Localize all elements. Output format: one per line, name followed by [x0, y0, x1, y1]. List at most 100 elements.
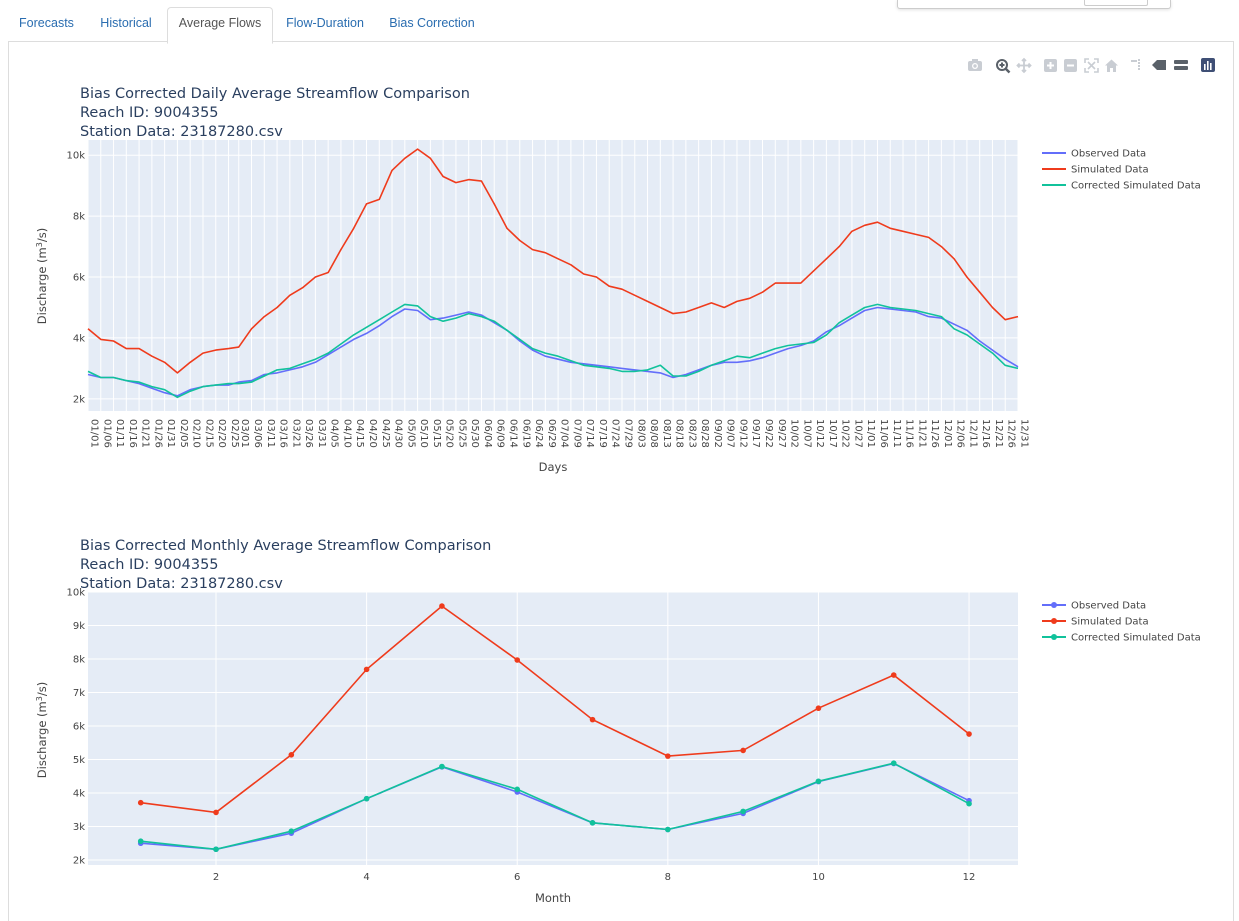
x-tick-label: 03/11	[265, 419, 276, 448]
zoom-out-icon[interactable]	[1064, 59, 1077, 72]
x-tick-label: 07/29	[622, 419, 633, 448]
reset-axes-icon[interactable]	[1105, 59, 1118, 73]
x-tick-label: 02/05	[178, 419, 189, 448]
tab-bar: Forecasts Historical Average Flows Flow-…	[0, 0, 1239, 44]
hover-closest-icon[interactable]	[1152, 60, 1166, 70]
series-point-corrected[interactable]	[514, 786, 521, 793]
zoom-in-icon[interactable]	[1044, 59, 1057, 72]
series-point-simulated[interactable]	[815, 705, 822, 712]
tab-forecasts[interactable]: Forecasts	[19, 16, 74, 30]
x-tick-label: 02/20	[216, 419, 227, 448]
x-tick-label: 08/28	[699, 419, 710, 448]
x-tick-label: 02/15	[203, 419, 214, 448]
zoom-icon[interactable]	[996, 59, 1011, 74]
series-point-corrected[interactable]	[439, 763, 445, 770]
legend-label-observed[interactable]: Observed Data	[1071, 601, 1146, 612]
daily-x-axis-title: Days	[539, 460, 568, 474]
series-line-corrected[interactable]	[140, 762, 970, 851]
tab-average-flows[interactable]: Average Flows	[167, 7, 273, 44]
camera-icon[interactable]	[968, 59, 982, 71]
monthly-plot-area[interactable]	[88, 592, 1018, 865]
daily-plot-area[interactable]	[88, 140, 1018, 411]
x-tick-label: 09/17	[750, 419, 761, 448]
tab-historical[interactable]: Historical	[100, 16, 152, 30]
series-point-corrected[interactable]	[363, 795, 370, 802]
x-tick-label: 08/23	[686, 419, 697, 448]
series-point-corrected[interactable]	[213, 846, 219, 853]
x-tick-label: 10/12	[814, 419, 825, 448]
x-tick-label: 11/26	[929, 419, 940, 448]
series-point-corrected[interactable]	[288, 828, 295, 834]
series-point-simulated[interactable]	[363, 666, 370, 673]
hover-compare-icon[interactable]	[1174, 60, 1188, 70]
x-tick-label: 03/01	[239, 419, 250, 448]
pan-icon[interactable]	[1016, 57, 1032, 74]
tab-bias-correction[interactable]: Bias Correction	[389, 16, 475, 30]
series-point-simulated[interactable]	[213, 809, 219, 816]
x-tick-label: 6	[514, 872, 520, 883]
y-tick-label: 8k	[73, 654, 85, 665]
x-tick-label: 03/31	[316, 419, 327, 448]
x-tick-label: 04/10	[341, 419, 352, 448]
x-tick-label: 09/07	[725, 419, 736, 448]
series-point-simulated[interactable]	[439, 603, 445, 609]
x-tick-label: 12/26	[1006, 419, 1017, 448]
series-point-simulated[interactable]	[589, 716, 596, 723]
dropdown-panel-edge[interactable]	[897, 0, 1171, 9]
x-tick-label: 11/01	[865, 419, 876, 448]
series-point-corrected[interactable]	[740, 808, 746, 815]
legend-label-corrected[interactable]: Corrected Simulated Data	[1071, 181, 1201, 192]
legend-label-observed[interactable]: Observed Data	[1071, 149, 1146, 160]
y-tick-label: 2k	[73, 855, 85, 866]
daily-gridlines	[87, 140, 1019, 411]
series-point-corrected[interactable]	[966, 800, 972, 807]
series-line-simulated[interactable]	[140, 605, 970, 814]
legend-label-corrected[interactable]: Corrected Simulated Data	[1071, 633, 1201, 644]
x-tick-label: 01/26	[152, 419, 163, 448]
series-point-corrected[interactable]	[665, 826, 671, 833]
daily-y-ticks: 2k 4k 6k 8k 10k	[66, 151, 85, 406]
autoscale-icon[interactable]	[1084, 58, 1099, 73]
x-tick-label: 05/20	[444, 419, 455, 448]
x-tick-label: 10/02	[789, 419, 800, 448]
y-tick-label: 10k	[66, 588, 85, 599]
x-tick-label: 05/30	[469, 419, 480, 448]
x-tick-label: 04/25	[380, 419, 391, 448]
x-tick-label: 07/24	[610, 419, 621, 448]
series-point-corrected[interactable]	[589, 819, 596, 826]
monthly-series	[137, 603, 972, 853]
tab-flow-duration[interactable]: Flow-Duration	[286, 16, 364, 30]
series-point-simulated[interactable]	[514, 657, 521, 663]
series-point-simulated[interactable]	[288, 751, 295, 758]
series-point-simulated[interactable]	[665, 753, 671, 759]
legend-label-simulated[interactable]: Simulated Data	[1071, 617, 1149, 628]
series-point-corrected[interactable]	[137, 838, 144, 845]
series-line-observed[interactable]	[87, 306, 1019, 397]
x-tick-label: 08/08	[648, 419, 659, 448]
series-point-corrected[interactable]	[890, 760, 897, 766]
x-tick-label: 12/11	[967, 419, 978, 448]
x-tick-label: 02/10	[191, 419, 202, 448]
monthly-x-axis-title: Month	[535, 891, 571, 905]
x-tick-label: 11/21	[916, 419, 927, 448]
legend-label-simulated[interactable]: Simulated Data	[1071, 165, 1149, 176]
plotly-logo-icon[interactable]	[1201, 58, 1215, 72]
series-point-simulated[interactable]	[740, 747, 746, 754]
x-tick-label: 03/06	[252, 419, 263, 448]
series-point-corrected[interactable]	[815, 778, 822, 785]
x-tick-label: 03/26	[303, 419, 314, 448]
monthly-y-ticks: 2k 3k 4k 5k 6k 7k 8k 9k 10k	[66, 588, 85, 867]
series-line-simulated[interactable]	[87, 148, 1019, 374]
monthly-y-axis-title: Discharge (m3/s)	[35, 682, 50, 778]
x-tick-label: 4	[363, 872, 369, 883]
x-tick-label: 07/14	[584, 419, 595, 448]
daily-chart: Bias Corrected Daily Average Streamflow …	[35, 86, 1201, 474]
series-point-simulated[interactable]	[966, 731, 972, 737]
series-point-simulated[interactable]	[890, 672, 897, 678]
monthly-legend: Observed Data Simulated Data Corrected Sim…	[1042, 601, 1201, 644]
series-line-corrected[interactable]	[87, 303, 1019, 399]
spike-lines-icon[interactable]	[1131, 59, 1140, 70]
dropdown-button-edge[interactable]	[1084, 0, 1148, 6]
series-point-simulated[interactable]	[137, 799, 144, 806]
x-tick-label: 12	[963, 872, 976, 883]
